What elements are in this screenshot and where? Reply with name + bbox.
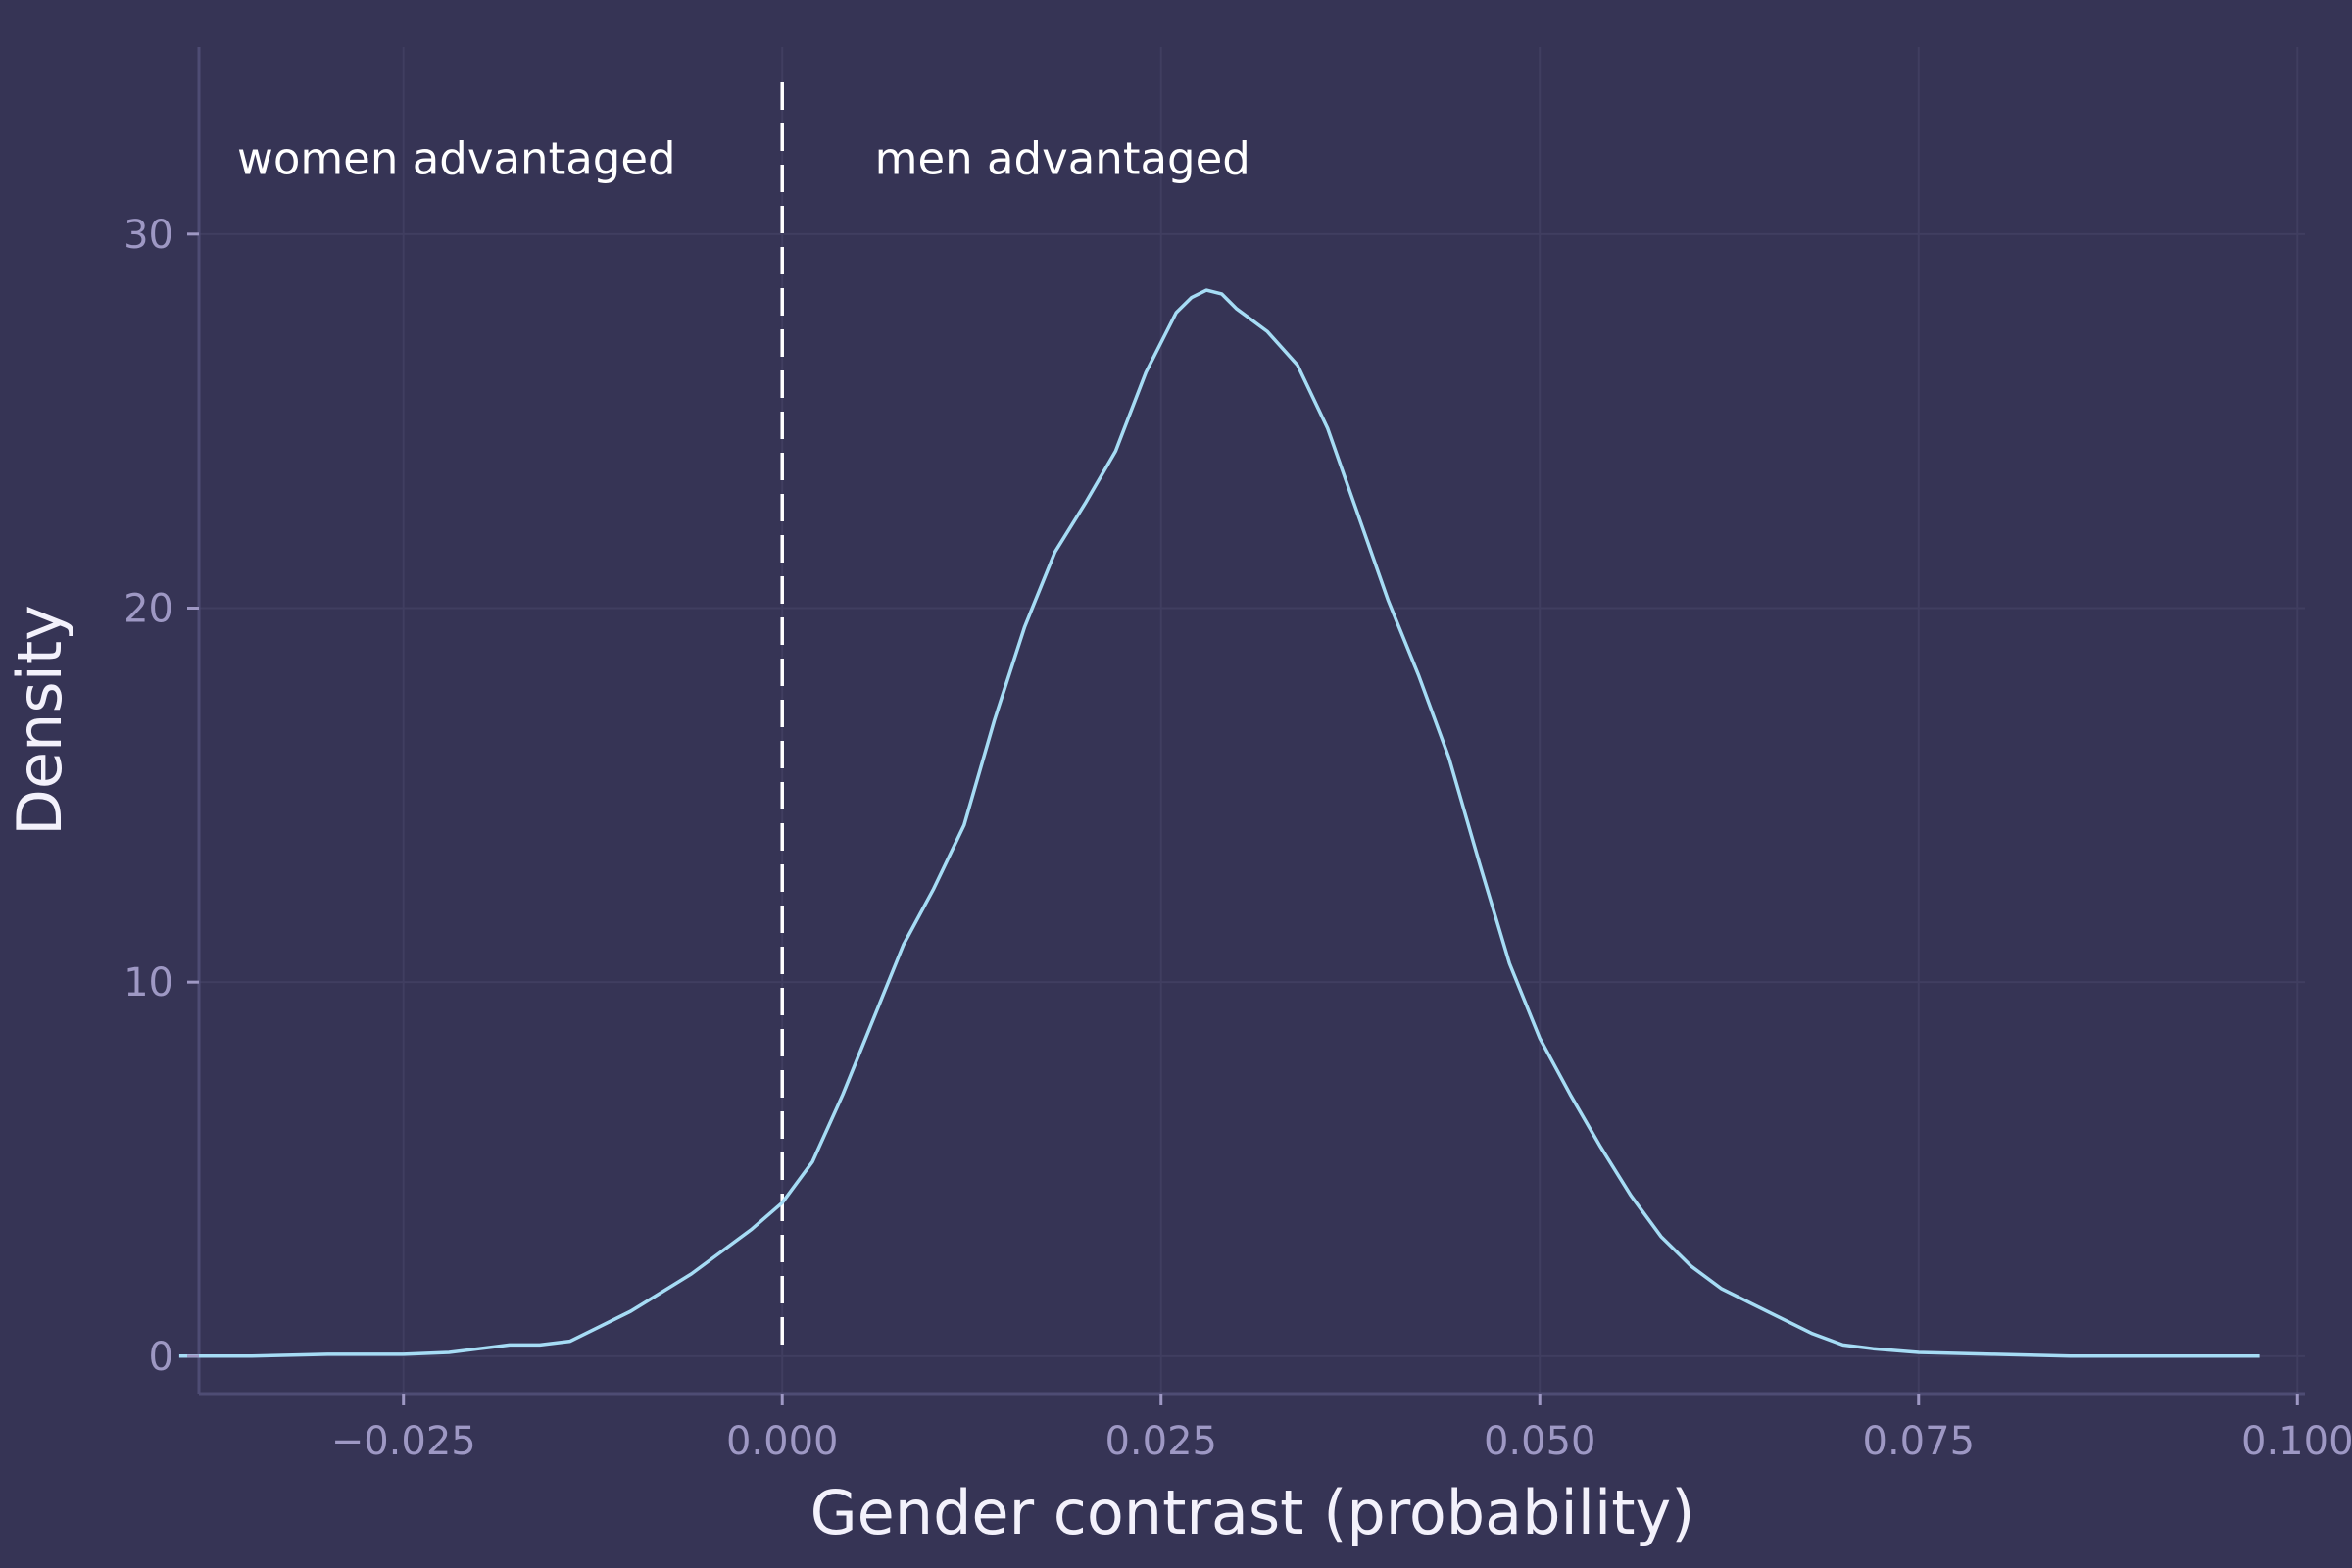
x-tick-label-3: 0.050 [1484, 1419, 1596, 1464]
y-tick-label-2: 20 [123, 587, 173, 632]
y-tick-label-0: 0 [149, 1335, 173, 1380]
density-curve-0 [178, 288, 2260, 1358]
x-tick-label-0: −0.025 [331, 1419, 476, 1464]
axis-spines [197, 47, 2305, 1396]
x-tick-label-5: 0.100 [2241, 1419, 2352, 1464]
annotations: women advantaged men advantaged [237, 133, 1250, 185]
x-tick-label-2: 0.025 [1104, 1419, 1217, 1464]
y-axis-title: Density [4, 605, 75, 836]
x-tick-label-4: 0.075 [1863, 1419, 1976, 1464]
annotation-label-0: women advantaged [237, 133, 676, 185]
y-tick-label-1: 10 [123, 960, 173, 1005]
x-axis-title: Gender contrast (probability) [810, 1477, 1695, 1548]
x-axis-ticks: −0.025 0.000 0.025 0.050 0.075 0.100 [331, 1394, 2352, 1464]
series-group [178, 288, 2260, 1358]
y-axis-ticks: 0 10 20 30 [123, 213, 199, 1380]
y-tick-label-3: 30 [123, 213, 173, 258]
annotation-label-1: men advantaged [875, 133, 1250, 185]
x-tick-label-1: 0.000 [726, 1419, 839, 1464]
